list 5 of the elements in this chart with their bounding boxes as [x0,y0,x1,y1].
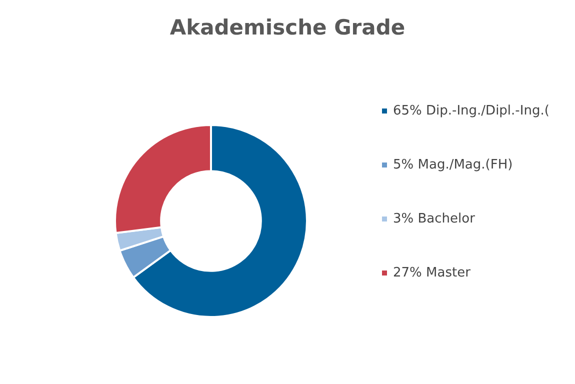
legend-label: 27% Master [393,266,472,280]
legend-label: 5% Mag./Mag.(FH) [393,158,513,172]
legend-label: 65% Dip.-Ing./Dipl.-Ing.( [393,104,550,118]
chart-title: Akademische Grade [170,16,406,40]
legend-label: 3% Bachelor [393,212,476,226]
